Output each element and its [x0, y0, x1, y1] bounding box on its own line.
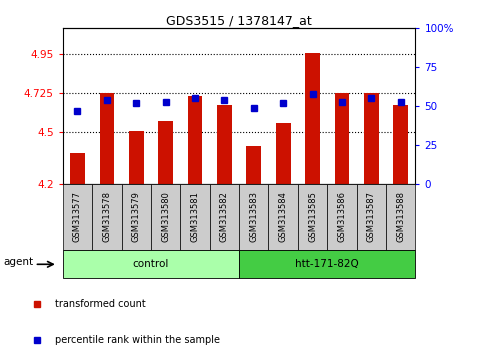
Bar	[386, 184, 415, 250]
Bar	[70, 153, 85, 184]
Bar	[364, 93, 379, 184]
Text: htt-171-82Q: htt-171-82Q	[296, 259, 359, 269]
Text: percentile rank within the sample: percentile rank within the sample	[55, 335, 220, 345]
Bar	[217, 105, 232, 184]
Text: GSM313579: GSM313579	[132, 192, 141, 242]
Bar	[269, 184, 298, 250]
Bar	[393, 105, 408, 184]
Bar	[276, 122, 290, 184]
Bar	[305, 52, 320, 184]
Bar	[63, 184, 92, 250]
Bar	[246, 146, 261, 184]
Text: GSM313577: GSM313577	[73, 191, 82, 242]
Bar	[151, 184, 180, 250]
Text: transformed count: transformed count	[55, 299, 145, 309]
Text: GSM313586: GSM313586	[338, 191, 346, 242]
Bar	[239, 250, 415, 278]
Text: GSM313581: GSM313581	[190, 192, 199, 242]
Bar	[327, 184, 356, 250]
Text: GSM313585: GSM313585	[308, 192, 317, 242]
Bar	[63, 250, 239, 278]
Text: GSM313587: GSM313587	[367, 191, 376, 242]
Title: GDS3515 / 1378147_at: GDS3515 / 1378147_at	[166, 14, 312, 27]
Bar	[298, 184, 327, 250]
Text: GSM313578: GSM313578	[102, 191, 112, 242]
Text: agent: agent	[3, 257, 33, 267]
Text: control: control	[133, 259, 169, 269]
Text: GSM313582: GSM313582	[220, 192, 229, 242]
Bar	[99, 93, 114, 184]
Bar	[188, 96, 202, 184]
Text: GSM313584: GSM313584	[279, 192, 288, 242]
Text: GSM313580: GSM313580	[161, 192, 170, 242]
Bar	[129, 131, 143, 184]
Text: GSM313588: GSM313588	[396, 191, 405, 242]
Bar	[122, 184, 151, 250]
Text: GSM313583: GSM313583	[249, 191, 258, 242]
Bar	[335, 93, 349, 184]
Bar	[239, 184, 269, 250]
Bar	[210, 184, 239, 250]
Bar	[180, 184, 210, 250]
Bar	[356, 184, 386, 250]
Bar	[158, 121, 173, 184]
Bar	[92, 184, 122, 250]
